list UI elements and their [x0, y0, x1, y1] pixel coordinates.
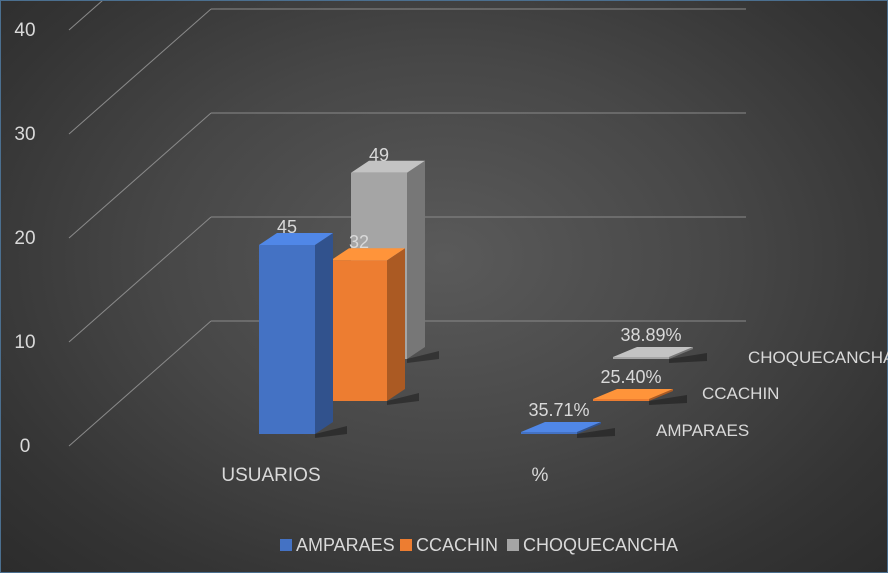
- legend-label: CHOQUECANCHA: [523, 535, 678, 555]
- y-tick-label: 30: [14, 124, 35, 145]
- bars: [259, 160, 707, 438]
- bar-amparaes-top: [259, 233, 333, 245]
- bar-ccachin-side: [649, 389, 673, 401]
- bar-shadow: [649, 395, 687, 405]
- bar-choquecancha-top: [613, 347, 693, 357]
- y-tick-label: 20: [14, 228, 35, 249]
- bar-choquecancha-top: [351, 160, 425, 173]
- bar-shadow: [407, 351, 439, 363]
- legend: AMPARAES CCACHIN CHOQUECANCHA: [280, 535, 678, 555]
- bar-amparaes-front: [521, 432, 577, 434]
- bar-amparaes-top: [521, 422, 601, 432]
- depth-axis-label: CHOQUECANCHA: [748, 348, 888, 367]
- data-label-amparaes: 35.71%: [528, 400, 589, 420]
- bar-amparaes-side: [315, 233, 333, 434]
- bar-shadow: [577, 428, 615, 438]
- y-tick-label: 10: [14, 332, 35, 353]
- depth-axis-label: AMPARAES: [656, 421, 749, 440]
- legend-item: CCACHIN: [400, 535, 498, 555]
- data-label-ccachin: 32: [349, 232, 369, 252]
- bar-ccachin-front: [331, 260, 387, 401]
- bar-shadow: [315, 426, 347, 438]
- gridline-diagonal: [68, 216, 212, 343]
- gridline-diagonal: [68, 112, 212, 239]
- bar-shadow: [387, 393, 419, 405]
- bar-choquecancha-side: [407, 160, 425, 359]
- depth-axis-label: CCACHIN: [702, 384, 779, 403]
- legend-swatch: [400, 539, 412, 551]
- bar-ccachin-front: [593, 399, 649, 401]
- bar-choquecancha-front: [613, 357, 669, 359]
- x-category-label: %: [532, 465, 549, 486]
- legend-swatch: [507, 539, 519, 551]
- x-category-label: USUARIOS: [221, 465, 320, 486]
- gridline-diagonal: [68, 1, 103, 31]
- legend-label: AMPARAES: [296, 535, 395, 555]
- y-tick-label: 0: [20, 436, 31, 457]
- bar-amparaes-front: [259, 245, 315, 434]
- legend-label: CCACHIN: [416, 535, 498, 555]
- data-labels: 49 38.89% 32 25.40% 45 35.71%: [277, 145, 682, 420]
- bar-amparaes-side: [577, 422, 601, 434]
- legend-item: CHOQUECANCHA: [507, 535, 678, 555]
- bar-ccachin-side: [387, 248, 405, 401]
- data-label-amparaes: 45: [277, 217, 297, 237]
- y-axis-ticks: 01020304050: [14, 20, 35, 457]
- bar-shadow: [669, 353, 707, 363]
- bar-choquecancha-side: [669, 347, 693, 359]
- data-label-ccachin: 25.40%: [600, 367, 661, 387]
- y-tick-label: 40: [14, 20, 35, 41]
- depth-axis-labels: AMPARAES CCACHIN CHOQUECANCHA: [656, 348, 888, 440]
- legend-swatch: [280, 539, 292, 551]
- gridline-diagonal: [68, 8, 212, 135]
- bar-ccachin-top: [331, 248, 405, 261]
- data-label-choquecancha: 49: [369, 145, 389, 165]
- gridline-diagonal: [68, 320, 212, 447]
- data-label-choquecancha: 38.89%: [620, 325, 681, 345]
- legend-item: AMPARAES: [280, 535, 395, 555]
- bar-ccachin-top: [593, 389, 673, 399]
- x-axis-categories: USUARIOS%: [221, 465, 548, 486]
